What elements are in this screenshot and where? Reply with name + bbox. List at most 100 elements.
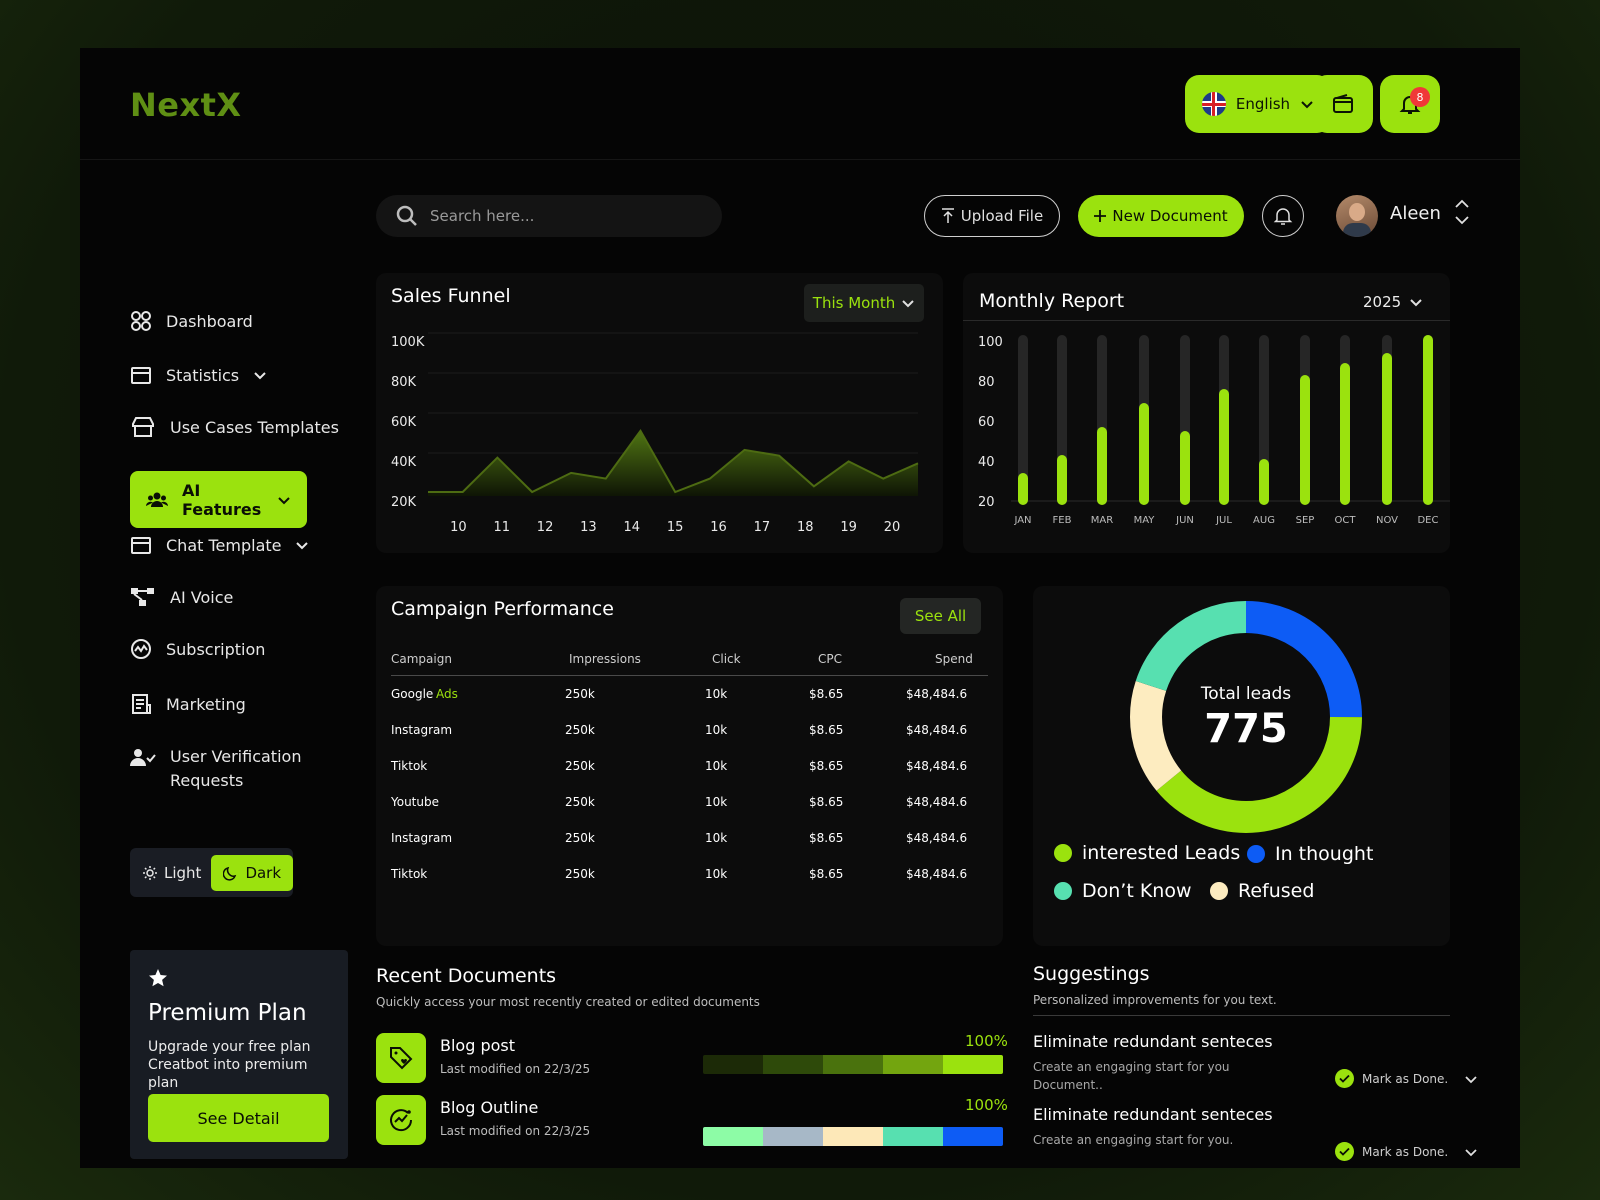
legend-interested-leads: interested Leads [1054, 842, 1240, 864]
sidebar-item-label: Chat Template [166, 535, 282, 555]
see-detail-button[interactable]: See Detail [148, 1094, 329, 1142]
see-all-button[interactable]: See All [900, 598, 981, 634]
bar [1018, 473, 1028, 505]
period-dropdown[interactable]: This Month [804, 284, 924, 322]
cell-click: 10k [705, 687, 728, 701]
chevron-down-icon[interactable] [1464, 1145, 1478, 1159]
campaign-performance-card: Campaign Performance See All Campaign Im… [376, 586, 1003, 946]
sidebar-item-label: Dashboard [166, 311, 253, 331]
upload-icon [941, 208, 954, 223]
x-tick-label: JAN [1013, 515, 1031, 526]
mark-as-done-button[interactable]: Mark as Done. [1335, 1069, 1478, 1088]
username[interactable]: Aleen [1390, 203, 1441, 224]
document-item-icon[interactable] [376, 1033, 426, 1083]
donut-slice [1130, 601, 1362, 833]
suggestion-text: Create an engaging start for you. [1033, 1133, 1234, 1147]
app-logo[interactable]: NextX [130, 86, 242, 124]
suggestions-title: Suggestings [1033, 963, 1150, 985]
sidebar-item-ai-voice[interactable]: AI Voice [130, 586, 233, 608]
search-bar[interactable] [376, 195, 722, 237]
sidebar-item-marketing[interactable]: Marketing [130, 693, 246, 715]
table-row[interactable]: Google Ads 250k 10k $8.65 $48,484.6 [376, 687, 996, 722]
sidebar-item-use-cases[interactable]: Use Cases Templates [130, 416, 339, 438]
table-row[interactable]: Tiktok 250k 10k $8.65 $48,484.6 [376, 867, 996, 902]
flow-icon [131, 588, 154, 606]
search-input[interactable] [430, 207, 690, 225]
users-icon [146, 492, 168, 507]
sidebar-item-label: AI Voice [170, 587, 234, 607]
document-name[interactable]: Blog post [440, 1036, 516, 1055]
cell-click: 10k [705, 867, 728, 881]
theme-dark-option[interactable]: Dark [211, 854, 294, 891]
x-tick-label: 18 [797, 520, 814, 535]
sidebar-item-subscription[interactable]: Subscription [130, 638, 265, 660]
sidebar-item-user-verification[interactable]: User Verification Requests [130, 747, 320, 793]
y-tick-label: 80 [978, 375, 995, 390]
top-bar: NextX English 8 [80, 48, 1520, 160]
cell-impressions: 250k [565, 759, 595, 773]
document-item-icon[interactable] [376, 1095, 426, 1145]
sidebar-item-ai-features[interactable]: AI Features [130, 471, 307, 528]
wallet-button[interactable] [1313, 75, 1373, 133]
header-bell-button[interactable] [1262, 195, 1304, 237]
search-icon [396, 205, 417, 226]
sidebar-item-dashboard[interactable]: Dashboard [130, 310, 253, 332]
theme-light-option[interactable]: Light [138, 864, 205, 882]
check-icon [1335, 1142, 1354, 1161]
y-tick-label: 60K [391, 415, 417, 430]
document-progress-bar [703, 1055, 1003, 1074]
cell-campaign-suffix: Ads [436, 687, 458, 701]
chevron-updown-icon[interactable] [1454, 198, 1470, 226]
new-document-label: New Document [1112, 207, 1228, 225]
language-label: English [1235, 95, 1291, 113]
legend-refused: Refused [1210, 880, 1314, 902]
new-document-button[interactable]: New Document [1078, 195, 1244, 237]
cell-spend: $48,484.6 [906, 723, 968, 737]
table-row[interactable]: Instagram 250k 10k $8.65 $48,484.6 [376, 723, 996, 758]
notifications-button[interactable]: 8 [1380, 75, 1440, 133]
column-header-spend: Spend [935, 652, 973, 666]
x-tick-label: 20 [884, 520, 901, 535]
bar [1219, 389, 1229, 505]
chevron-down-icon [902, 300, 914, 308]
year-label: 2025 [1363, 293, 1402, 311]
monthly-report-card: Monthly Report 2025 100 80 60 40 20 JAN FEB MAR… [963, 273, 1450, 553]
document-modified: Last modified on 22/3/25 [440, 1124, 591, 1138]
bar-track [1057, 335, 1067, 495]
user-check-icon [130, 749, 156, 766]
chevron-down-icon[interactable] [1464, 1072, 1478, 1086]
document-progress-bar [703, 1127, 1003, 1146]
monthly-report-chart: 100 80 60 40 20 JAN FEB MAR MAY JUN JUL AUG SEP OCT NO… [978, 335, 1450, 526]
mark-as-done-button[interactable]: Mark as Done. [1335, 1142, 1478, 1161]
table-row[interactable]: Tiktok 250k 10k $8.65 $48,484.6 [376, 759, 996, 794]
legend-dot [1054, 844, 1072, 862]
x-tick-label: SEP [1296, 515, 1315, 526]
language-selector[interactable]: English [1185, 75, 1331, 133]
sidebar-item-chat-template[interactable]: Chat Template [130, 534, 309, 556]
bar [1300, 375, 1310, 505]
suggestion-text: Create an engaging start for you Documen… [1033, 1060, 1230, 1092]
document-name[interactable]: Blog Outline [440, 1098, 539, 1117]
cell-campaign: Instagram [391, 723, 453, 737]
cell-cpc: $8.65 [809, 867, 844, 881]
cell-campaign: Instagram [391, 831, 453, 845]
suggestions-subtitle: Personalized improvements for you text. [1033, 993, 1277, 1007]
x-tick-label: FEB [1053, 515, 1072, 526]
table-row[interactable]: Youtube 250k 10k $8.65 $48,484.6 [376, 795, 996, 830]
legend-label: Don’t Know [1082, 880, 1192, 902]
sales-funnel-card: Sales Funnel This Month 100K 80K 60K 40K 20K… [376, 273, 943, 553]
donut-center-label: Total leads [1200, 684, 1292, 704]
x-tick-label: JUL [1215, 515, 1232, 526]
premium-text: Upgrade your free plan Creatbot into pre… [148, 1039, 311, 1091]
y-tick-label: 60 [978, 415, 995, 430]
sidebar-item-statistics[interactable]: Statistics [130, 364, 267, 386]
theme-toggle[interactable]: Light Dark [130, 848, 294, 897]
y-tick-label: 20 [978, 495, 995, 510]
progress-segment [823, 1055, 883, 1074]
table-row[interactable]: Instagram 250k 10k $8.65 $48,484.6 [376, 831, 996, 866]
bar-track [1018, 335, 1028, 495]
avatar[interactable] [1336, 195, 1378, 237]
year-dropdown[interactable]: 2025 [1363, 293, 1423, 311]
upload-file-button[interactable]: Upload File [924, 195, 1060, 237]
chat-template-icon [131, 537, 151, 554]
